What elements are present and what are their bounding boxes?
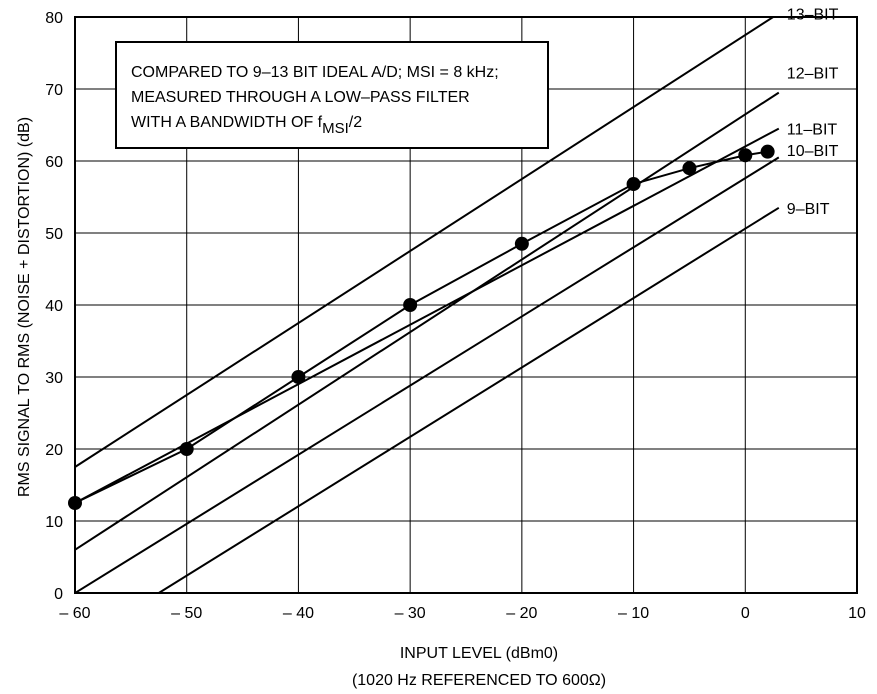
data-point: [738, 148, 753, 163]
reference-lines: [75, 17, 780, 593]
annotation-line-3-subscript: MSI: [322, 120, 349, 137]
y-tick-label: 40: [45, 298, 63, 315]
data-point: [514, 236, 529, 251]
annotation-line-2: MEASURED THROUGH A LOW–PASS FILTER: [131, 89, 470, 106]
data-point: [626, 177, 641, 192]
y-tick-label: 60: [45, 154, 63, 171]
x-tick-label: 10: [848, 605, 866, 622]
y-tick-label: 0: [54, 586, 63, 603]
x-tick-label: – 10: [618, 605, 649, 622]
measured-series: [68, 144, 775, 510]
x-tick-label: – 60: [59, 605, 90, 622]
annotation-line-3-suffix: /2: [349, 114, 362, 131]
annotation-line-1: COMPARED TO 9–13 BIT IDEAL A/D; MSI = 8 …: [131, 64, 499, 81]
data-point: [403, 298, 418, 312]
x-tick-label: – 30: [395, 605, 426, 622]
y-tick-label: 50: [45, 226, 63, 243]
x-tick-label: – 50: [171, 605, 202, 622]
reference-line-label: 12–BIT: [787, 65, 839, 82]
x-axis-sublabel: (1020 Hz REFERENCED TO 600Ω): [352, 672, 606, 689]
data-point: [682, 161, 697, 176]
y-tick-label: 20: [45, 442, 63, 459]
reference-line-label: 13–BIT: [787, 6, 839, 23]
x-tick-label: – 20: [506, 605, 537, 622]
reference-line-10–BIT: [158, 206, 780, 593]
annotation-line-3: WITH A BANDWIDTH OF fMSI/2: [131, 114, 362, 137]
plot-frame: [74, 16, 858, 594]
annotation-box: COMPARED TO 9–13 BIT IDEAL A/D; MSI = 8 …: [115, 41, 549, 149]
reference-line-13–BIT: [75, 17, 776, 468]
reference-line-11–BIT: [75, 156, 780, 593]
y-tick-label: 70: [45, 82, 63, 99]
y-tick-label: 10: [45, 514, 63, 531]
data-point: [291, 370, 306, 384]
tick-labels: – 60 – 50 – 40 – 30 – 20 – 10 0 10 0 10 20 30 40 50 60…: [45, 10, 866, 622]
reference-line-12–BIT: [75, 91, 780, 551]
y-tick-label: 80: [45, 10, 63, 27]
reference-line-label: 10–BIT: [787, 143, 839, 160]
reference-line-label: 11–BIT: [787, 122, 838, 139]
reference-line-label: 9–BIT: [787, 201, 830, 218]
y-tick-label: 30: [45, 370, 63, 387]
reference-line-9–BIT: [75, 127, 780, 504]
y-axis-label: RMS SIGNAL TO RMS (NOISE + DISTORTION) (…: [16, 117, 33, 497]
data-point: [68, 496, 82, 510]
series-line: [74, 150, 768, 504]
x-tick-label: – 40: [283, 605, 314, 622]
annotation-line-3-prefix: WITH A BANDWIDTH OF f: [131, 114, 323, 131]
x-tick-label: 0: [741, 605, 750, 622]
x-axis-label: INPUT LEVEL (dBm0): [400, 645, 558, 662]
data-point: [179, 442, 194, 456]
data-point: [760, 144, 775, 159]
reference-line-labels: 13–BIT 12–BIT 11–BIT 10–BIT 9–BIT: [787, 6, 839, 217]
